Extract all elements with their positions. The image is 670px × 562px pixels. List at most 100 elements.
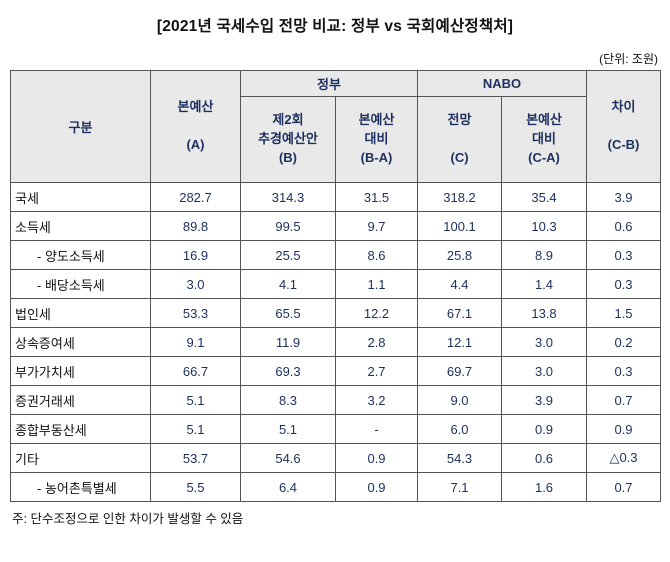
cell-value: 89.8 <box>150 211 241 241</box>
cell-value: 6.0 <box>417 414 503 444</box>
cell-value: 66.7 <box>150 356 241 386</box>
cell-value: 3.9 <box>586 182 662 212</box>
cell-value: 25.5 <box>240 240 336 270</box>
table-row: 기타 53.7 54.6 0.9 54.3 0.6 △0.3 <box>10 443 662 473</box>
cell-value: 69.7 <box>417 356 503 386</box>
header-base-budget: 본예산 (A) <box>150 70 241 183</box>
cell-value: 1.4 <box>501 269 588 299</box>
cell-value: 3.9 <box>501 385 588 415</box>
cell-value: 318.2 <box>417 182 503 212</box>
cell-value: 0.3 <box>586 240 662 270</box>
cell-value: 3.0 <box>501 327 588 357</box>
row-label: 소득세 <box>10 211 151 241</box>
cell-value: - <box>334 414 419 444</box>
cell-value: 2.7 <box>334 356 419 386</box>
cell-value: 314.3 <box>240 182 336 212</box>
row-label: - 배당소득세 <box>10 269 151 299</box>
cell-value: 5.1 <box>240 414 336 444</box>
cell-value: 0.9 <box>501 414 588 444</box>
cell-value: 0.6 <box>586 211 662 241</box>
row-label: 증권거래세 <box>10 385 151 415</box>
table-row: 국세 282.7 314.3 31.5 318.2 35.4 3.9 <box>10 182 662 212</box>
cell-value: 0.3 <box>586 356 662 386</box>
row-label: 법인세 <box>10 298 151 328</box>
cell-value: 12.1 <box>417 327 503 357</box>
cell-value: 100.1 <box>417 211 503 241</box>
header-diff: 차이 (C-B) <box>586 70 662 183</box>
cell-value: 4.1 <box>240 269 336 299</box>
table-row: 증권거래세 5.1 8.3 3.2 9.0 3.9 0.7 <box>10 385 662 415</box>
cell-value: 8.3 <box>240 385 336 415</box>
cell-value: 0.9 <box>334 443 419 473</box>
cell-value: 16.9 <box>150 240 241 270</box>
cell-value: 0.9 <box>334 472 419 502</box>
footnote: 주: 단수조정으로 인한 차이가 발생할 수 있음 <box>12 512 244 526</box>
cell-value: △0.3 <box>586 443 662 473</box>
header-nabo-forecast: 전망 (C) <box>417 96 503 183</box>
row-label: 상속증여세 <box>10 327 151 357</box>
cell-value: 4.4 <box>417 269 503 299</box>
header-nabo-vs-base: 본예산 대비 (C-A) <box>501 96 588 183</box>
cell-value: 1.5 <box>586 298 662 328</box>
cell-value: 0.7 <box>586 385 662 415</box>
cell-value: 7.1 <box>417 472 503 502</box>
cell-value: 3.0 <box>150 269 241 299</box>
cell-value: 31.5 <box>334 182 419 212</box>
cell-value: 69.3 <box>240 356 336 386</box>
cell-value: 282.7 <box>150 182 241 212</box>
cell-value: 0.3 <box>586 269 662 299</box>
header-row-2: 제2회 추경예산안 (B) 본예산 대비 (B-A) 전망 (C) 본예산 대비… <box>11 96 661 183</box>
cell-value: 3.0 <box>501 356 588 386</box>
cell-value: 1.1 <box>334 269 419 299</box>
cell-value: 54.6 <box>240 443 336 473</box>
header-category: 구분 <box>10 70 151 183</box>
cell-value: 0.2 <box>586 327 662 357</box>
table-row: 부가가치세 66.7 69.3 2.7 69.7 3.0 0.3 <box>10 356 662 386</box>
row-label: 국세 <box>10 182 151 212</box>
cell-value: 8.6 <box>334 240 419 270</box>
cell-value: 9.0 <box>417 385 503 415</box>
table-body: 국세 282.7 314.3 31.5 318.2 35.4 3.9 소득세 89.8 99.5 9… <box>10 182 662 502</box>
row-label: - 농어촌특별세 <box>10 472 151 502</box>
cell-value: 35.4 <box>501 182 588 212</box>
header-gov-group: 정부 <box>239 70 419 97</box>
header-nabo-group: NABO <box>417 70 588 97</box>
cell-value: 25.8 <box>417 240 503 270</box>
cell-value: 6.4 <box>240 472 336 502</box>
cell-value: 53.7 <box>150 443 241 473</box>
table-row: - 농어촌특별세 5.5 6.4 0.9 7.1 1.6 0.7 <box>10 472 662 502</box>
table-row: - 배당소득세 3.0 4.1 1.1 4.4 1.4 0.3 <box>10 269 662 299</box>
page-title: [2021년 국세수입 전망 비교: 정부 vs 국회예산정책처] <box>156 18 514 35</box>
cell-value: 53.3 <box>150 298 241 328</box>
cell-value: 67.1 <box>417 298 503 328</box>
cell-value: 5.5 <box>150 472 241 502</box>
cell-value: 65.5 <box>240 298 336 328</box>
table-row: - 양도소득세 16.9 25.5 8.6 25.8 8.9 0.3 <box>10 240 662 270</box>
cell-value: 9.1 <box>150 327 241 357</box>
cell-value: 5.1 <box>150 414 241 444</box>
header-gov-supplementary: 제2회 추경예산안 (B) <box>240 96 336 183</box>
row-label: - 양도소득세 <box>10 240 151 270</box>
cell-value: 0.6 <box>501 443 588 473</box>
table-row: 법인세 53.3 65.5 12.2 67.1 13.8 1.5 <box>10 298 662 328</box>
cell-value: 0.9 <box>586 414 662 444</box>
cell-value: 54.3 <box>417 443 503 473</box>
table-row: 상속증여세 9.1 11.9 2.8 12.1 3.0 0.2 <box>10 327 662 357</box>
cell-value: 5.1 <box>150 385 241 415</box>
header-gov-vs-base: 본예산 대비 (B-A) <box>334 96 419 183</box>
cell-value: 8.9 <box>501 240 588 270</box>
cell-value: 2.8 <box>334 327 419 357</box>
cell-value: 1.6 <box>501 472 588 502</box>
cell-value: 11.9 <box>240 327 336 357</box>
cell-value: 0.7 <box>586 472 662 502</box>
cell-value: 13.8 <box>501 298 588 328</box>
header-row-1: 구분 본예산 (A) 정부 NABO 차이 (C-B) <box>10 70 662 183</box>
tax-comparison-table: 구분 본예산 (A) 정부 NABO 차이 (C-B) 제2회 추경예산안 (B… <box>10 70 662 502</box>
row-label: 종합부동산세 <box>10 414 151 444</box>
table-row: 종합부동산세 5.1 5.1-6.0 0.9 0.9 <box>10 414 662 444</box>
row-label: 기타 <box>10 443 151 473</box>
cell-value: 99.5 <box>240 211 336 241</box>
row-label: 부가가치세 <box>10 356 151 386</box>
cell-value: 3.2 <box>334 385 419 415</box>
